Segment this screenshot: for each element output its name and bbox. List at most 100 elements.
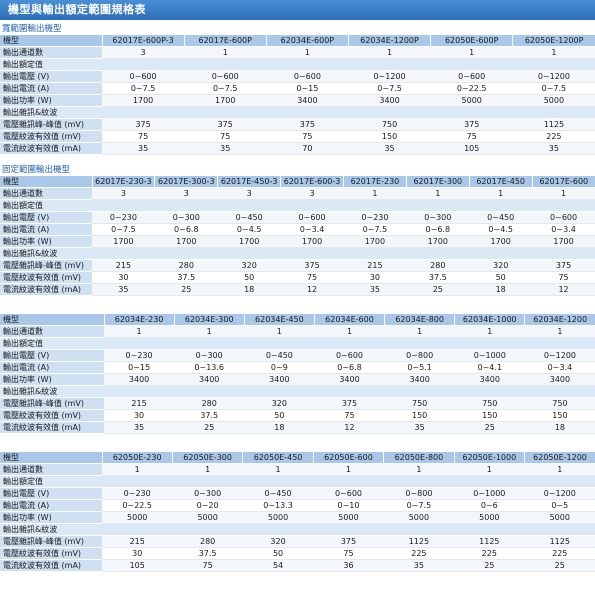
cell-value: 0~4.5 [469, 223, 533, 236]
row-label: 電壓紋波有效值 (mV) [0, 130, 102, 143]
cell-value: 1 [266, 46, 349, 59]
row-label: 輸出電壓 (V) [0, 211, 92, 224]
row-label: 電流紋波有效值 (mA) [0, 142, 102, 155]
cell-value: 375 [430, 118, 513, 131]
cell-value: 1 [242, 463, 314, 476]
model-name: 62034E-1200 [524, 314, 595, 326]
model-name: 62034E-600P [265, 35, 349, 47]
cell-value: 1 [174, 325, 245, 338]
cell-value: 18 [217, 283, 281, 296]
cell-value: 320 [217, 259, 281, 272]
cell-value: 3400 [454, 373, 525, 386]
table-row: 電流紋波有效值 (mA) 35 35 70 35 105 35 [0, 142, 595, 155]
cell-value: 35 [384, 421, 455, 434]
cell-value: 1 [343, 187, 407, 200]
group-row: 輸出額定值 [0, 58, 595, 71]
row-label: 輸出電流 (A) [0, 82, 102, 95]
table-row: 輸出電壓 (V) 0~230 0~300 0~450 0~600 0~800 0~1000 0… [0, 349, 595, 362]
cell-value: 1 [406, 187, 470, 200]
model-name: 62017E-300-3 [154, 176, 218, 188]
row-label: 輸出電壓 (V) [0, 349, 104, 362]
table-row: 輸出功率 (W) 5000 5000 5000 5000 5000 5000 5000 [0, 511, 595, 524]
group-row: 輸出額定值 [0, 199, 595, 212]
row-label: 輸出通道數 [0, 325, 104, 338]
cell-value: 0~9 [244, 361, 315, 374]
cell-value: 1 [172, 463, 243, 476]
cell-value: 75 [266, 130, 349, 143]
row-label: 電壓紋波有效值 (mV) [0, 409, 104, 422]
table-row: 電流紋波有效值 (mA) 35 25 18 12 35 25 18 [0, 421, 595, 434]
cell-value: 50 [244, 409, 315, 422]
cell-value: 0~300 [174, 349, 245, 362]
row-label: 機型 [0, 176, 92, 188]
cell-value: 1 [184, 46, 267, 59]
group-row: 輸出雜訊&紋波 [0, 247, 595, 260]
row-label: 電流紋波有效值 (mA) [0, 559, 102, 572]
cell-value: 35 [104, 421, 175, 434]
model-name: 62017E-300 [405, 176, 470, 188]
cell-value: 75 [313, 547, 384, 560]
cell-value: 1 [469, 187, 533, 200]
row-label: 輸出通道數 [0, 187, 92, 200]
row-label: 電壓雜訊峰-峰值 (mV) [0, 535, 102, 548]
row-label: 輸出雜訊&紋波 [0, 106, 595, 119]
spec-table: 機型 62050E-230 62050E-300 62050E-450 62050E-6… [0, 452, 595, 572]
cell-value: 1 [454, 463, 525, 476]
table-row: 輸出電壓 (V) 0~230 0~300 0~450 0~600 0~800 0~1000 0… [0, 487, 595, 500]
row-label: 輸出額定值 [0, 337, 595, 350]
model-name: 62017E-600P-3 [101, 35, 185, 47]
cell-value: 0~300 [154, 211, 218, 224]
cell-value: 0~600 [102, 70, 185, 83]
cell-value: 1700 [102, 94, 185, 107]
table-row: 輸出電壓 (V) 0~600 0~600 0~600 0~1200 0~600 0~1200 [0, 70, 595, 83]
cell-value: 105 [430, 142, 513, 155]
table-row: 電壓雜訊峰-峰值 (mV) 375 375 375 750 375 1125 [0, 118, 595, 131]
cell-value: 225 [524, 547, 595, 560]
model-name: 62034E-600 [313, 314, 385, 326]
group-row: 輸出額定值 [0, 337, 595, 350]
model-name: 62050E-1000 [453, 452, 525, 464]
cell-value: 18 [524, 421, 595, 434]
cell-value: 0~1200 [524, 487, 595, 500]
row-label: 輸出雜訊&紋波 [0, 385, 595, 398]
cell-value: 0~230 [92, 211, 155, 224]
cell-value: 280 [172, 535, 243, 548]
cell-value: 0~1200 [512, 70, 595, 83]
row-label: 電壓雜訊峰-峰值 (mV) [0, 397, 104, 410]
cell-value: 5000 [102, 511, 173, 524]
model-name: 62017E-600-3 [280, 176, 344, 188]
table-row: 電壓紋波有效值 (mV) 30 37.5 50 75 30 37.5 50 75 [0, 271, 595, 284]
table-row: 輸出電壓 (V) 0~230 0~300 0~450 0~600 0~230 0~300 0~… [0, 211, 595, 224]
table-row: 電流紋波有效值 (mA) 105 75 54 36 35 25 25 [0, 559, 595, 572]
header-row: 機型 62034E-230 62034E-300 62034E-450 62034E-6… [0, 314, 595, 326]
cell-value: 1 [314, 325, 385, 338]
cell-value: 25 [524, 559, 595, 572]
cell-value: 3400 [244, 373, 315, 386]
cell-value: 375 [184, 118, 267, 131]
cell-value: 1 [383, 463, 455, 476]
table-row: 輸出通道數 1 1 1 1 1 1 1 [0, 463, 595, 476]
model-name: 62050E-450 [242, 452, 314, 464]
cell-value: 75 [430, 130, 513, 143]
cell-value: 0~600 [532, 211, 595, 224]
cell-value: 1 [348, 46, 431, 59]
cell-value: 1 [313, 463, 384, 476]
table-row: 電壓紋波有效值 (mV) 75 75 75 150 75 225 [0, 130, 595, 143]
cell-value: 30 [343, 271, 407, 284]
cell-value: 150 [454, 409, 525, 422]
cell-value: 1125 [454, 535, 525, 548]
cell-value: 35 [92, 283, 155, 296]
cell-value: 0~5.1 [384, 361, 455, 374]
cell-value: 0~6.8 [154, 223, 218, 236]
cell-value: 1700 [154, 235, 218, 248]
cell-value: 35 [184, 142, 267, 155]
cell-value: 280 [174, 397, 245, 410]
model-name: 62050E-800 [383, 452, 455, 464]
group-row: 輸出雜訊&紋波 [0, 385, 595, 398]
cell-value: 0~6.8 [406, 223, 470, 236]
cell-value: 75 [280, 271, 344, 284]
spec-table: 機型 62017E-600P-3 62017E-600P 62034E-600P 620… [0, 35, 595, 155]
cell-value: 35 [383, 559, 455, 572]
cell-value: 105 [102, 559, 173, 572]
cell-value: 225 [383, 547, 455, 560]
